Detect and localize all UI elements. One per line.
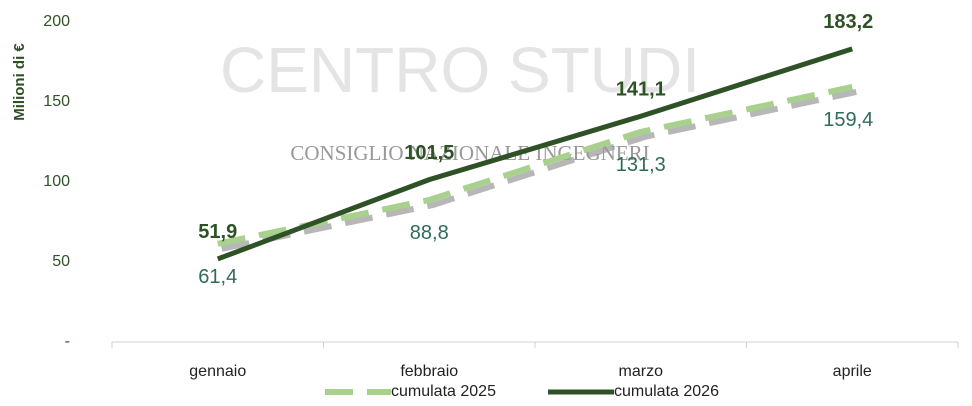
line-shadow — [221, 89, 857, 252]
y-tick-label: 100 — [43, 173, 70, 190]
legend-label: cumulata 2025 — [391, 383, 496, 400]
y-tick-label: 150 — [43, 93, 70, 110]
data-label: 51,9 — [198, 221, 237, 243]
y-tick-label: - — [65, 333, 70, 350]
y-tick-label: 200 — [43, 13, 70, 30]
data-label: 61,4 — [198, 266, 237, 288]
y-axis-label: Milioni di € — [11, 43, 28, 121]
x-tick-label: aprile — [833, 363, 872, 380]
y-tick-label: 50 — [52, 253, 70, 270]
data-label: 183,2 — [823, 11, 873, 33]
series-line — [216, 46, 854, 262]
x-tick-label: febbraio — [400, 363, 458, 380]
data-label: 141,1 — [616, 79, 666, 101]
watermark-title: CENTRO STUDI — [220, 34, 700, 106]
data-label: 131,3 — [616, 154, 666, 176]
x-tick-label: gennaio — [189, 363, 246, 380]
data-label: 101,5 — [404, 142, 454, 164]
data-label: 159,4 — [823, 109, 873, 131]
data-label: 88,8 — [410, 222, 449, 244]
x-tick-label: marzo — [619, 363, 664, 380]
legend-label: cumulata 2026 — [614, 383, 719, 400]
